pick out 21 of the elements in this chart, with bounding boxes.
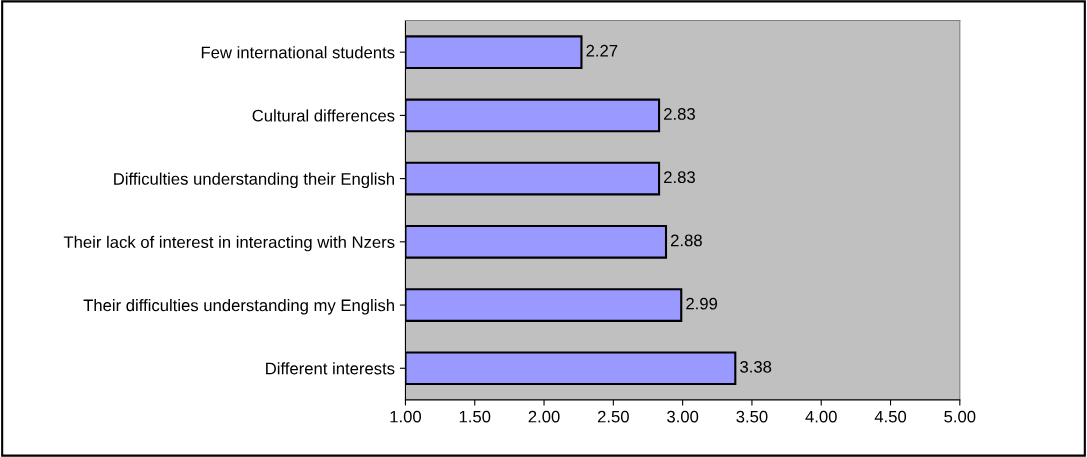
y-tick-label: Cultural differences <box>252 109 395 122</box>
x-tick-label: 4.00 <box>805 410 837 423</box>
data-label: 2.83 <box>664 108 695 120</box>
y-tick-label: Difficulties understanding their English <box>114 172 394 189</box>
data-label: 2.83 <box>664 171 695 184</box>
x-tick-label: 2.50 <box>597 410 629 423</box>
data-label: 2.88 <box>671 234 702 247</box>
x-tick-label: 1.50 <box>459 410 491 423</box>
y-tick-label: Few international students <box>201 46 395 59</box>
x-tick-label: 1.00 <box>390 410 422 423</box>
x-tick-label: 2.00 <box>528 410 560 423</box>
x-tick-label: 3.50 <box>736 410 768 423</box>
x-tick-label: 3.00 <box>667 410 699 423</box>
x-tick-label: 4.50 <box>874 410 907 423</box>
data-label: 2.27 <box>586 44 618 57</box>
data-label: 2.99 <box>686 297 718 310</box>
y-tick-label: Their lack of interest in interacting with Nzers <box>63 235 395 252</box>
y-tick-label: Their difficulties understanding my English <box>83 299 394 315</box>
data-label: 3.38 <box>740 360 772 373</box>
y-tick-label: Different interests <box>266 362 395 375</box>
x-tick-label: 5.00 <box>944 410 976 423</box>
